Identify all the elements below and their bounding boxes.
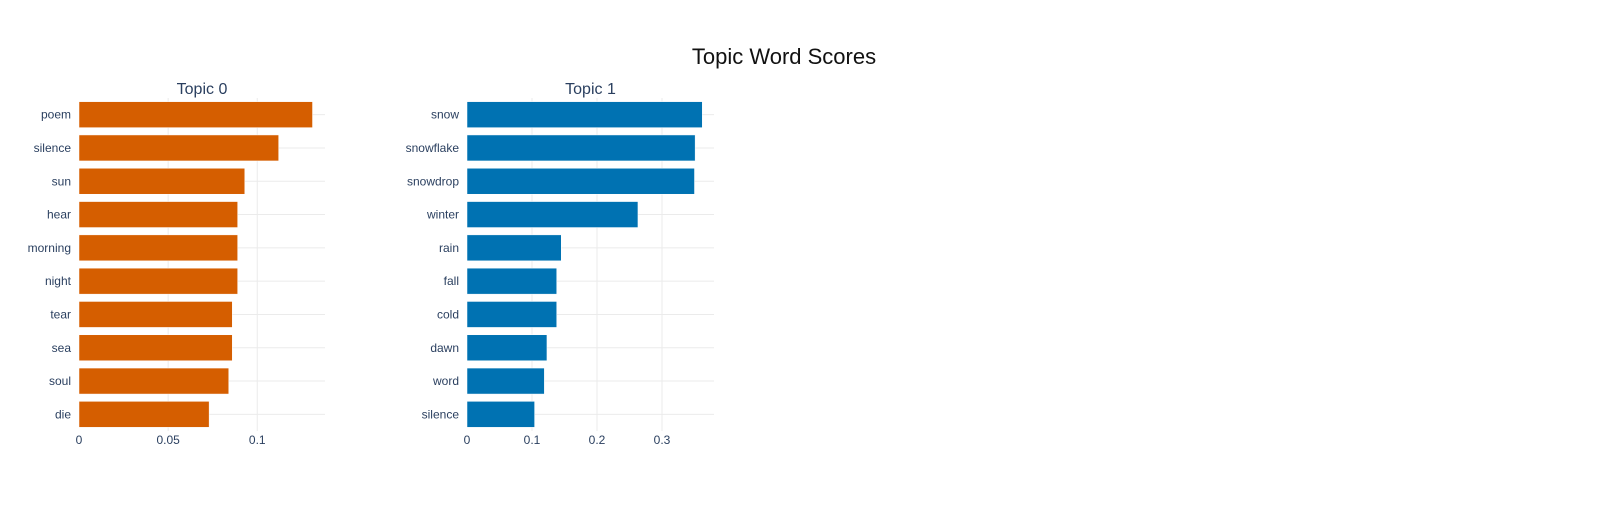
- bar-sun: [78, 168, 246, 195]
- y-tick-label: snowflake: [406, 141, 460, 155]
- y-tick-label: word: [432, 374, 459, 388]
- y-tick-label: snowdrop: [407, 174, 459, 188]
- y-tick-label: dawn: [430, 341, 459, 355]
- x-tick-label: 0: [464, 433, 471, 447]
- y-tick-label: silence: [34, 141, 72, 155]
- y-tick-label: morning: [28, 241, 71, 255]
- y-tick-label: snow: [431, 108, 459, 122]
- y-tick-label: tear: [50, 307, 71, 321]
- subplot-panels: Topic 0 poem silence sun hear morning night tea…: [28, 81, 714, 447]
- x-tick-label: 0.3: [654, 433, 671, 447]
- x-tick-label: 0.05: [156, 433, 180, 447]
- subplot-topic-1: Topic 1 snow snowflake snowdrop winter rain fa…: [406, 81, 714, 447]
- y-tick-label: winter: [426, 208, 459, 222]
- bar-soul: [78, 367, 229, 395]
- y-tick-label: soul: [49, 374, 71, 388]
- bar-poem: [78, 101, 313, 128]
- x-tick-label: 0: [76, 433, 83, 447]
- bar-cold: [466, 301, 557, 328]
- bar-die: [78, 401, 210, 428]
- bar-hear: [78, 201, 238, 228]
- y-tick-label: night: [45, 274, 72, 288]
- bar-night: [78, 267, 238, 295]
- bar-winter: [466, 201, 639, 228]
- bar-snowdrop: [466, 168, 695, 195]
- bar-morning: [78, 234, 238, 262]
- bar-snowflake: [466, 134, 696, 162]
- bar-silence: [78, 134, 279, 162]
- y-tick-label: rain: [439, 241, 459, 255]
- y-tick-label: sun: [52, 174, 71, 188]
- x-tick-label: 0.1: [524, 433, 541, 447]
- bar-tear: [78, 301, 233, 328]
- bar-rain: [466, 234, 562, 262]
- bar-silence: [466, 401, 535, 428]
- bar-sea: [78, 334, 233, 361]
- bar-snow: [466, 101, 703, 128]
- bar-fall: [466, 267, 557, 295]
- subplot-title: Topic 1: [565, 81, 616, 98]
- y-tick-label: cold: [437, 307, 459, 321]
- subplot-topic-0: Topic 0 poem silence sun hear morning night tea…: [28, 81, 325, 447]
- chart-title: Topic Word Scores: [692, 44, 876, 69]
- x-tick-label: 0.2: [589, 433, 606, 447]
- y-tick-label: silence: [422, 407, 460, 421]
- y-tick-label: die: [55, 407, 71, 421]
- y-tick-label: poem: [41, 108, 71, 122]
- y-tick-label: fall: [444, 274, 459, 288]
- y-tick-label: hear: [47, 208, 71, 222]
- bar-dawn: [466, 334, 548, 361]
- y-tick-label: sea: [52, 341, 72, 355]
- bar-word: [466, 367, 545, 395]
- subplot-title: Topic 0: [177, 81, 228, 98]
- x-tick-label: 0.1: [249, 433, 266, 447]
